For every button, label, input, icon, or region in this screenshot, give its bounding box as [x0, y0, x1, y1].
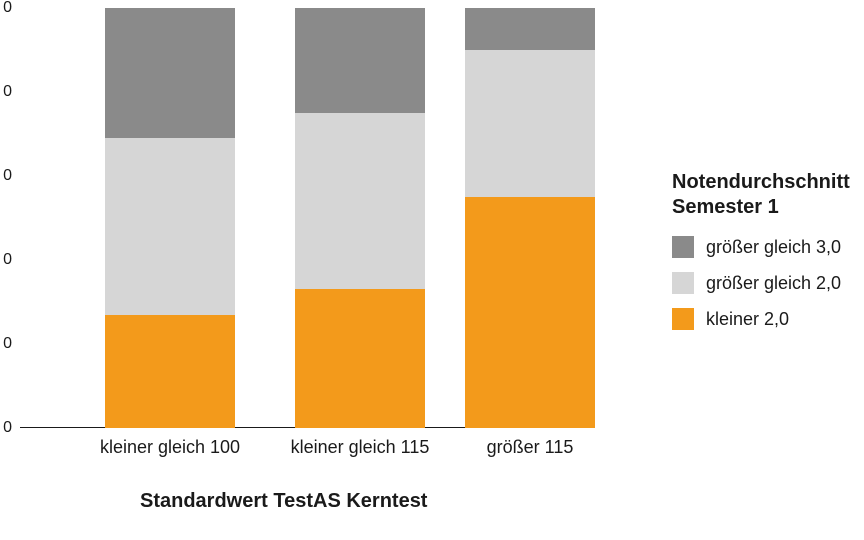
bar-segment — [105, 8, 235, 138]
bar-segment — [465, 50, 595, 197]
legend-title-line1: Notendurchschnitt — [672, 171, 850, 193]
legend-item: größer gleich 3,0 — [672, 236, 850, 258]
y-tick-label: 0 — [3, 420, 20, 436]
bar-segment — [295, 289, 425, 428]
bar-segment — [295, 8, 425, 113]
legend-label: größer gleich 2,0 — [706, 274, 841, 292]
legend-swatch — [672, 308, 694, 330]
legend-swatch — [672, 236, 694, 258]
bar-segment — [105, 138, 235, 314]
legend-swatch — [672, 272, 694, 294]
y-tick-label: 0 — [3, 252, 20, 268]
y-tick-label: 0 — [3, 336, 20, 352]
chart-container: 0 0 0 0 0 0 kleiner gleich 100 kleiner gleich … — [0, 0, 864, 540]
legend-title: Notendurchschnitt Semester 1 — [672, 170, 850, 220]
y-tick-label: 0 — [3, 168, 20, 184]
legend-title-line2: Semester 1 — [672, 196, 779, 218]
bar-segment — [465, 8, 595, 50]
x-axis-title: Standardwert TestAS Kerntest — [140, 490, 427, 513]
y-tick-label: 0 — [3, 0, 20, 16]
legend-label: kleiner 2,0 — [706, 310, 789, 328]
bar-segment — [465, 197, 595, 428]
x-tick-label: kleiner gleich 115 — [291, 438, 430, 458]
legend-item: kleiner 2,0 — [672, 308, 850, 330]
legend-label: größer gleich 3,0 — [706, 238, 841, 256]
legend-items: größer gleich 3,0 größer gleich 2,0 kleine… — [672, 236, 850, 330]
x-tick-label: größer 115 — [487, 438, 574, 458]
bar-segment — [295, 113, 425, 289]
bar-group — [465, 8, 595, 428]
x-tick-label: kleiner gleich 100 — [100, 438, 240, 458]
bar-group — [105, 8, 235, 428]
legend: Notendurchschnitt Semester 1 größer glei… — [672, 170, 850, 344]
bar-segment — [105, 315, 235, 428]
bar-group — [295, 8, 425, 428]
y-tick-label: 0 — [3, 84, 20, 100]
legend-item: größer gleich 2,0 — [672, 272, 850, 294]
plot-area: 000000 kleiner gleich 100kleiner gleich … — [20, 8, 590, 428]
